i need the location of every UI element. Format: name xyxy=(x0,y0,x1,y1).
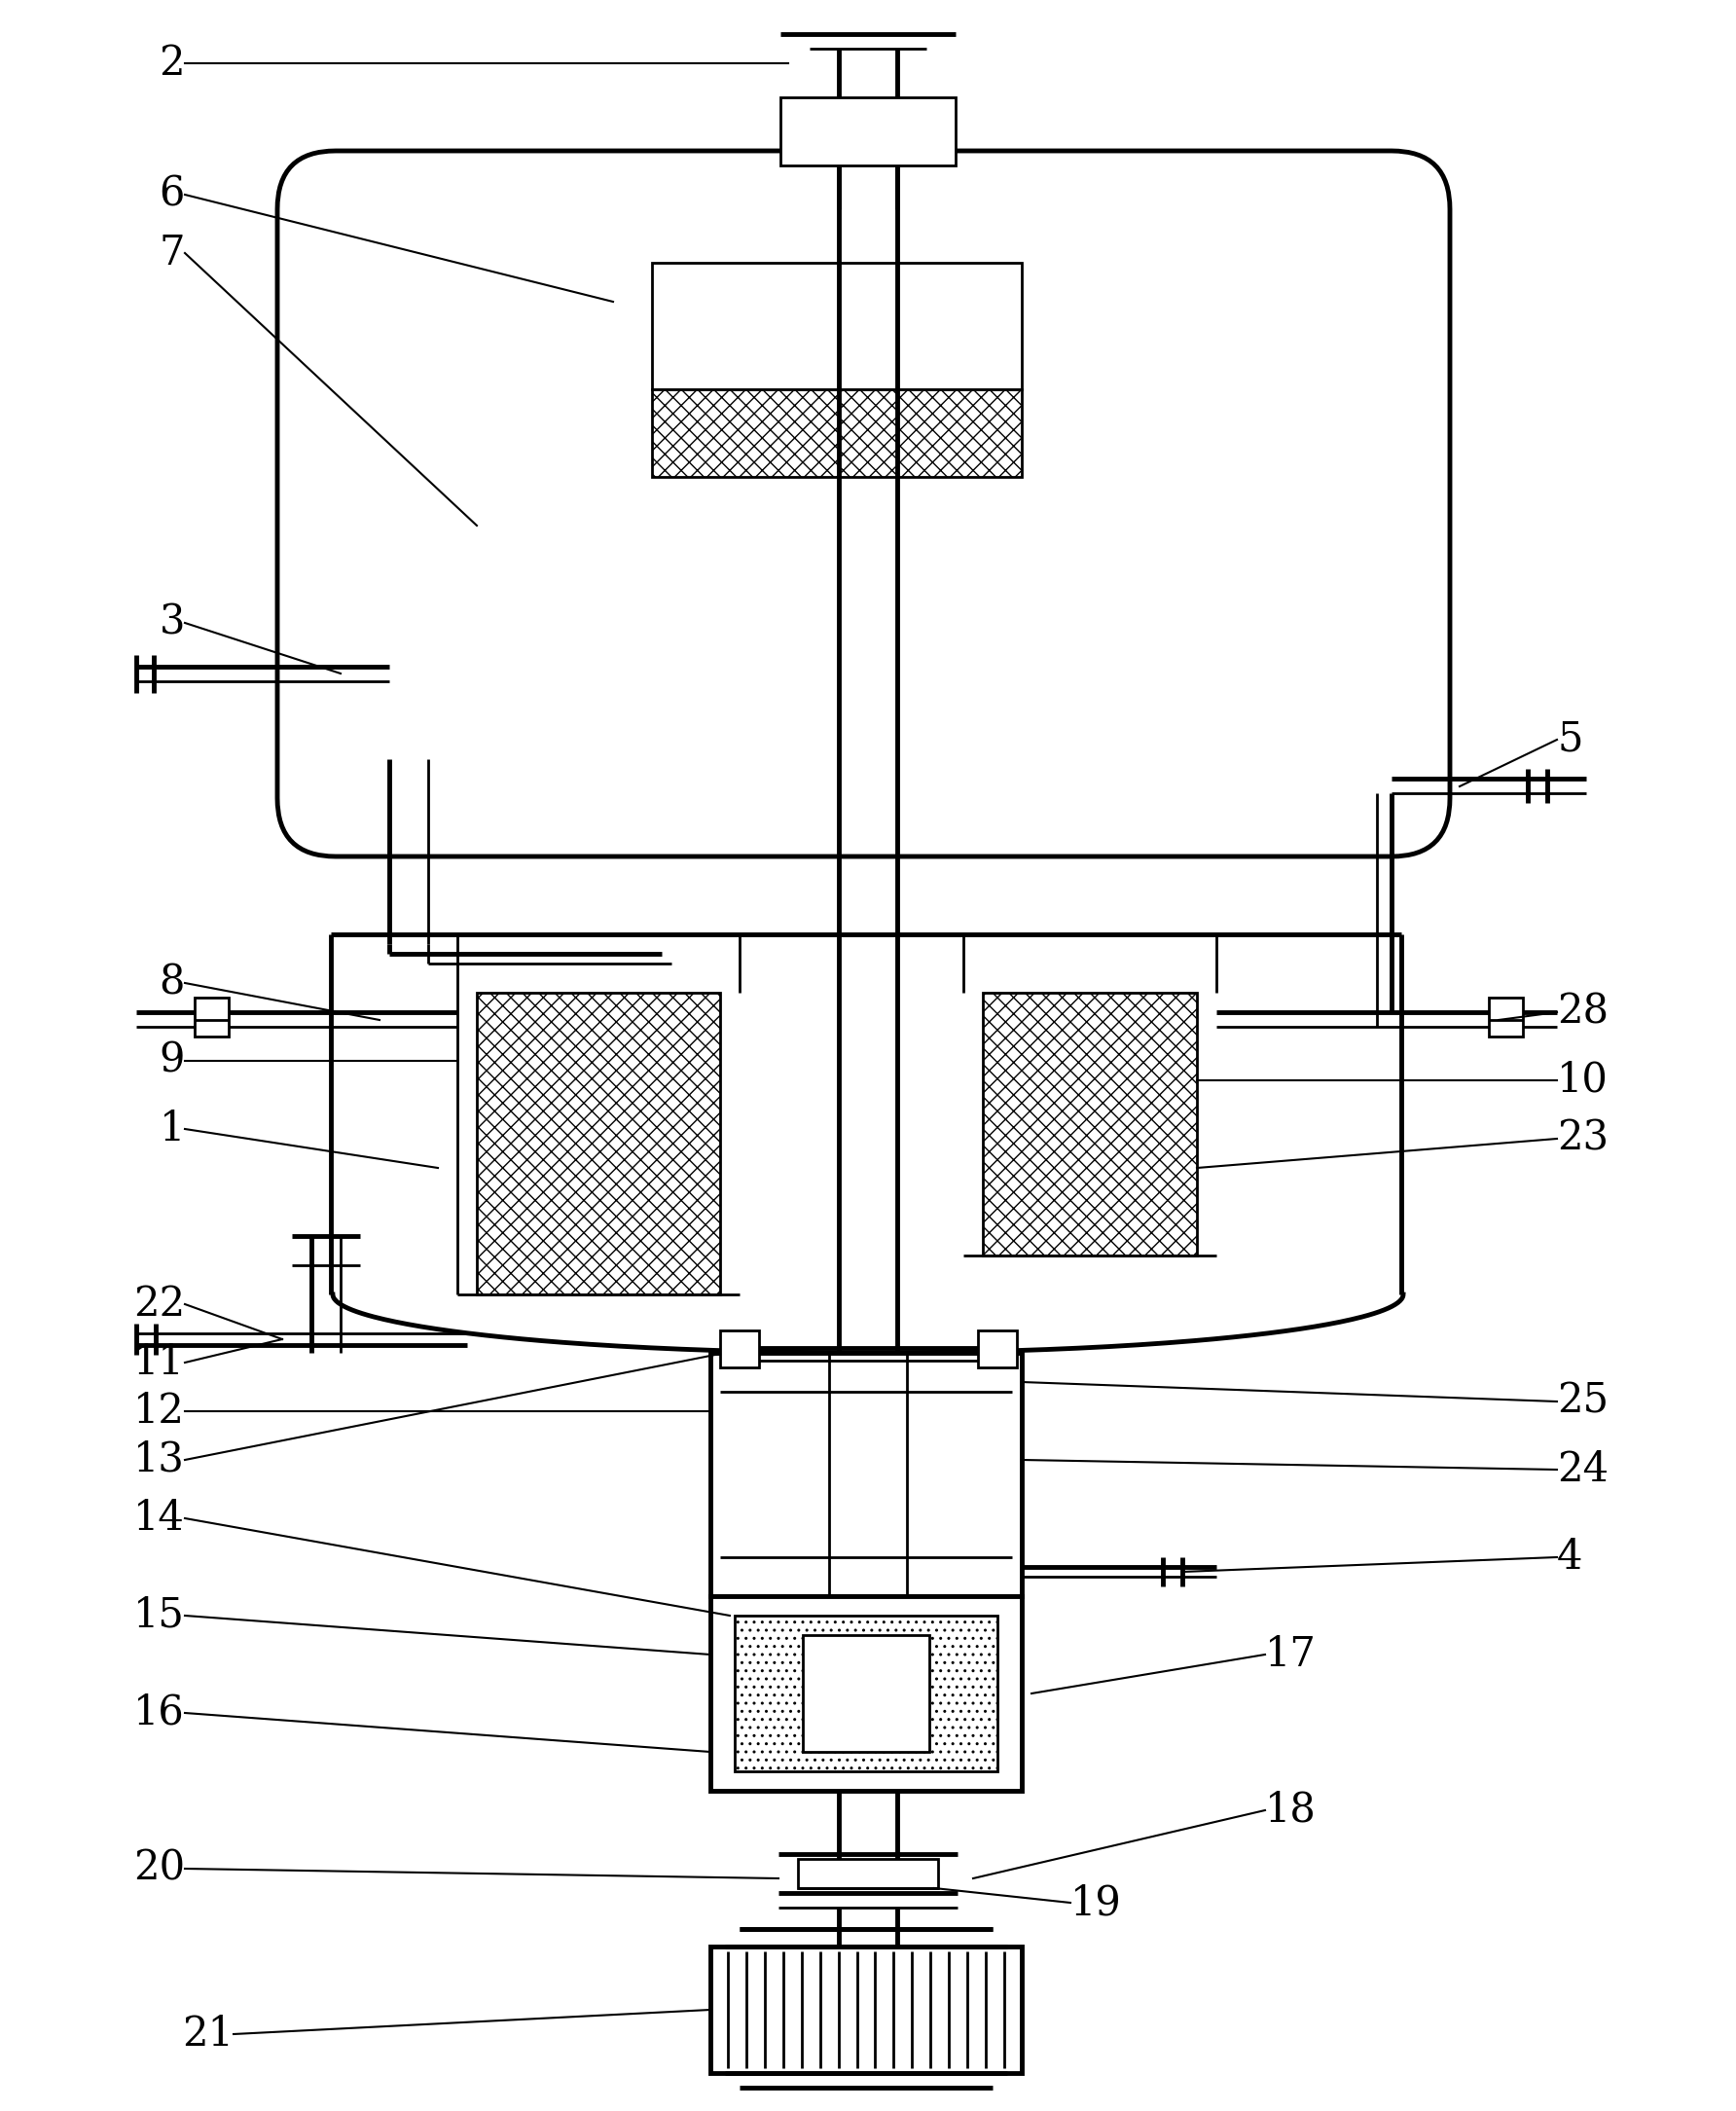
Bar xyxy=(194,999,229,1037)
Text: 23: 23 xyxy=(1557,1119,1609,1159)
Text: 3: 3 xyxy=(160,602,186,644)
Bar xyxy=(653,262,1023,388)
Bar xyxy=(802,1636,929,1752)
Text: 7: 7 xyxy=(160,232,186,274)
Text: 28: 28 xyxy=(1557,992,1609,1032)
Text: 24: 24 xyxy=(1557,1448,1609,1490)
Text: 13: 13 xyxy=(134,1440,186,1480)
Text: 14: 14 xyxy=(134,1499,186,1539)
Text: 16: 16 xyxy=(134,1693,186,1733)
Bar xyxy=(734,1615,998,1771)
Text: 6: 6 xyxy=(160,175,186,215)
Text: 12: 12 xyxy=(134,1391,186,1431)
Text: 5: 5 xyxy=(1557,720,1583,760)
Text: 11: 11 xyxy=(134,1343,186,1383)
Bar xyxy=(720,1330,759,1368)
Text: 1: 1 xyxy=(160,1108,186,1148)
Text: 10: 10 xyxy=(1557,1060,1608,1100)
Bar xyxy=(710,1946,1023,2073)
Bar xyxy=(799,1860,937,1887)
Text: 15: 15 xyxy=(134,1596,186,1636)
Bar xyxy=(710,1596,1023,1790)
FancyBboxPatch shape xyxy=(278,150,1450,857)
Bar xyxy=(983,992,1196,1256)
Text: 20: 20 xyxy=(134,1849,186,1889)
Bar xyxy=(1489,999,1522,1037)
Text: 19: 19 xyxy=(1071,1883,1121,1923)
Bar xyxy=(477,992,720,1294)
Text: 22: 22 xyxy=(134,1283,186,1324)
Text: 8: 8 xyxy=(160,963,186,1003)
Text: 18: 18 xyxy=(1266,1790,1316,1830)
Text: 17: 17 xyxy=(1266,1634,1316,1674)
Text: 21: 21 xyxy=(182,2014,234,2054)
Text: 4: 4 xyxy=(1557,1537,1583,1577)
Bar xyxy=(710,1353,1023,1596)
Bar xyxy=(977,1330,1017,1368)
Bar xyxy=(653,388,1023,477)
Text: 9: 9 xyxy=(160,1041,186,1081)
Text: 25: 25 xyxy=(1557,1381,1609,1423)
Bar xyxy=(781,97,955,165)
Text: 2: 2 xyxy=(160,42,186,84)
